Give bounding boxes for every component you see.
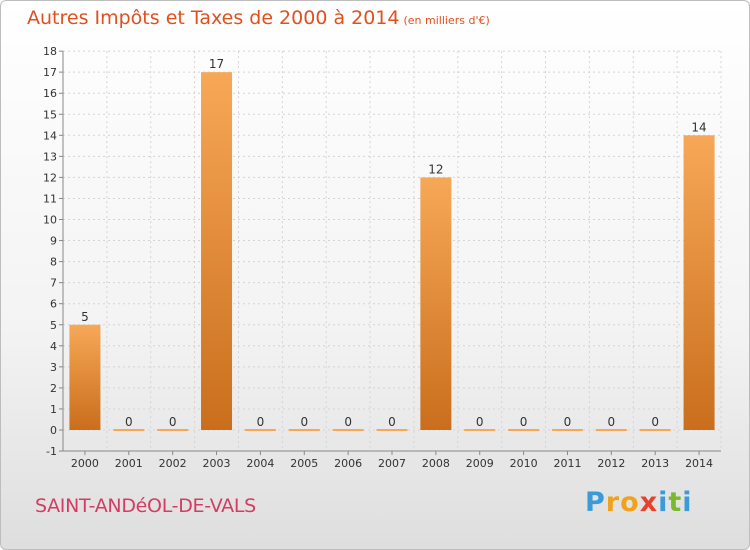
bar bbox=[332, 429, 364, 431]
bar bbox=[201, 72, 233, 431]
logo-letter: o bbox=[620, 487, 640, 518]
x-tick-label: 2014 bbox=[685, 457, 713, 470]
bar bbox=[157, 429, 189, 431]
y-tick-label: 9 bbox=[50, 235, 57, 248]
y-tick-label: 2 bbox=[50, 382, 57, 395]
y-tick-label: 16 bbox=[43, 87, 57, 100]
y-tick-label: 7 bbox=[50, 277, 57, 290]
y-tick-label: -1 bbox=[46, 445, 57, 458]
data-label: 0 bbox=[651, 415, 659, 429]
logo-letter: r bbox=[605, 487, 621, 518]
x-tick-label: 2006 bbox=[334, 457, 362, 470]
logo-letter: t bbox=[668, 487, 683, 518]
logo-letter: i bbox=[682, 487, 693, 518]
x-tick-label: 2013 bbox=[641, 457, 669, 470]
data-label: 0 bbox=[564, 415, 572, 429]
bar bbox=[551, 429, 583, 431]
x-tick-label: 2010 bbox=[510, 457, 538, 470]
data-label: 12 bbox=[428, 162, 443, 176]
y-tick-label: 0 bbox=[50, 424, 57, 437]
bar bbox=[420, 177, 452, 430]
data-label: 0 bbox=[125, 415, 133, 429]
bar bbox=[244, 429, 276, 431]
bar bbox=[69, 324, 101, 430]
commune-name: SAINT-ANDéOL-DE-VALS bbox=[35, 495, 256, 517]
data-label: 0 bbox=[388, 415, 396, 429]
bar bbox=[683, 135, 715, 431]
y-tick-label: 18 bbox=[43, 45, 57, 58]
y-tick-label: 6 bbox=[50, 298, 57, 311]
x-tick-label: 2001 bbox=[115, 457, 143, 470]
logo-letter: x bbox=[639, 487, 659, 518]
logo-letter: i bbox=[658, 487, 669, 518]
data-label: 5 bbox=[81, 310, 89, 324]
data-label: 17 bbox=[209, 57, 224, 71]
data-label: 14 bbox=[691, 120, 706, 134]
y-tick-label: 5 bbox=[50, 319, 57, 332]
data-label: 0 bbox=[300, 415, 308, 429]
y-tick-label: 11 bbox=[43, 192, 57, 205]
x-tick-label: 2009 bbox=[466, 457, 494, 470]
data-label: 0 bbox=[344, 415, 352, 429]
data-label: 0 bbox=[520, 415, 528, 429]
x-tick-label: 2002 bbox=[159, 457, 187, 470]
x-tick-label: 2000 bbox=[71, 457, 99, 470]
bar bbox=[113, 429, 145, 431]
y-tick-label: 14 bbox=[43, 129, 57, 142]
x-tick-label: 2012 bbox=[597, 457, 625, 470]
bar bbox=[595, 429, 627, 431]
proxiti-logo[interactable]: Proxiti bbox=[585, 487, 693, 518]
y-tick-label: 13 bbox=[43, 150, 57, 163]
bar bbox=[376, 429, 408, 431]
bar bbox=[508, 429, 540, 431]
chart-unit-label: (en milliers d'€) bbox=[403, 14, 490, 27]
y-tick-label: 1 bbox=[50, 403, 57, 416]
data-label: 0 bbox=[476, 415, 484, 429]
y-tick-label: 17 bbox=[43, 66, 57, 79]
y-tick-label: 8 bbox=[50, 256, 57, 269]
x-tick-label: 2007 bbox=[378, 457, 406, 470]
data-label: 0 bbox=[257, 415, 265, 429]
bar bbox=[288, 429, 320, 431]
chart-title-text: Autres Impôts et Taxes de 2000 à 2014 bbox=[27, 7, 400, 29]
y-tick-label: 4 bbox=[50, 340, 57, 353]
y-tick-label: 3 bbox=[50, 361, 57, 374]
y-tick-label: 15 bbox=[43, 108, 57, 121]
x-tick-label: 2004 bbox=[246, 457, 274, 470]
x-tick-label: 2011 bbox=[553, 457, 581, 470]
bar bbox=[464, 429, 496, 431]
y-tick-label: 10 bbox=[43, 214, 57, 227]
bar bbox=[639, 429, 671, 431]
logo-letter: P bbox=[585, 487, 606, 518]
x-tick-label: 2005 bbox=[290, 457, 318, 470]
x-tick-label: 2008 bbox=[422, 457, 450, 470]
x-tick-label: 2003 bbox=[203, 457, 231, 470]
data-label: 0 bbox=[608, 415, 616, 429]
y-tick-label: 12 bbox=[43, 171, 57, 184]
chart-title: Autres Impôts et Taxes de 2000 à 2014 (en… bbox=[27, 7, 490, 29]
data-label: 0 bbox=[169, 415, 177, 429]
